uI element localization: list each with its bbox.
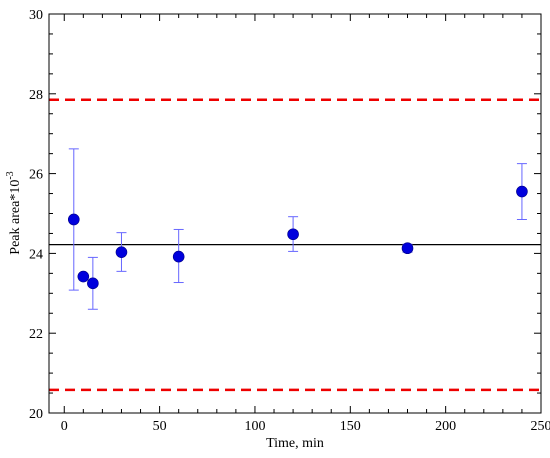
data-point-6 xyxy=(287,216,299,252)
y-axis-label-exponent: -3 xyxy=(5,171,16,179)
chart-marks xyxy=(49,98,541,392)
data-point-3 xyxy=(87,256,99,310)
data-marker xyxy=(77,270,90,283)
x-tick-label: 50 xyxy=(153,419,167,434)
data-point-4 xyxy=(115,232,128,272)
x-tick-label: 250 xyxy=(531,419,550,434)
y-tick-label: 28 xyxy=(29,88,43,103)
data-marker xyxy=(287,228,299,241)
data-point-5 xyxy=(172,228,185,284)
axis-ticks: 0 50 100 150 200 250 20 22 24 26 28 30 xyxy=(29,8,550,434)
x-tick-label: 100 xyxy=(244,419,265,434)
y-tick-label: 24 xyxy=(29,247,43,262)
y-tick-label: 30 xyxy=(29,8,43,23)
data-point-8 xyxy=(516,163,528,220)
x-tick-label: 0 xyxy=(61,419,68,434)
data-marker xyxy=(172,250,185,263)
data-marker xyxy=(87,277,99,290)
y-axis-label: Peak area*10-3 xyxy=(5,171,23,254)
data-marker xyxy=(115,246,128,259)
data-marker xyxy=(401,242,414,255)
data-point-1 xyxy=(67,148,80,291)
y-tick-label: 22 xyxy=(29,327,43,342)
data-marker xyxy=(516,185,528,198)
plot-frame xyxy=(48,13,542,414)
x-tick-label: 200 xyxy=(435,419,456,434)
y-axis-label-base: Peak area*10 xyxy=(8,180,23,255)
y-tick-label: 26 xyxy=(29,168,43,183)
x-tick-label: 150 xyxy=(340,419,361,434)
data-point-7 xyxy=(401,242,414,255)
data-point-2 xyxy=(77,270,90,283)
x-axis-label: Time, min xyxy=(266,436,324,451)
y-tick-label: 20 xyxy=(29,407,43,422)
data-marker xyxy=(67,213,80,226)
